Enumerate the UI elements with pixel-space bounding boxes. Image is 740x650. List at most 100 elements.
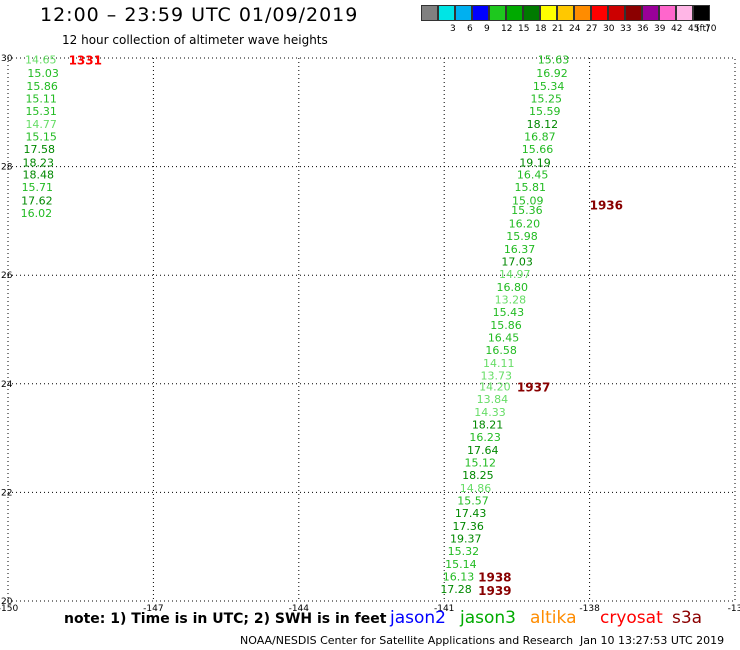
- wave-height-point: 15.34: [533, 80, 565, 93]
- credit-line: NOAA/NESDIS Center for Satellite Applica…: [240, 634, 574, 647]
- wave-height-point: 15.86: [26, 80, 58, 93]
- y-tick-label: 30: [1, 54, 13, 64]
- mission-jason2: jason2: [390, 608, 446, 628]
- wave-height-point: 15.11: [25, 93, 56, 106]
- wave-height-point: 13.84: [477, 393, 509, 406]
- color-swatch: [608, 5, 625, 21]
- color-swatch-label: 3: [450, 24, 456, 34]
- wave-height-point: 14.86: [460, 482, 492, 495]
- x-tick-label: -147: [143, 604, 163, 614]
- y-tick-label: 22: [1, 488, 12, 498]
- color-swatch: [659, 5, 676, 21]
- color-swatch-label: 15: [518, 24, 530, 34]
- wave-height-point: 15.86: [490, 319, 522, 332]
- color-swatch: [557, 5, 574, 21]
- wave-height-point: 15.03: [27, 67, 58, 80]
- color-swatch: [523, 5, 540, 21]
- plot-frame: [7, 57, 736, 602]
- wave-height-point: 16.02: [21, 207, 53, 220]
- color-swatch: [540, 5, 557, 21]
- wave-height-point: 16.45: [517, 169, 549, 182]
- chart-subtitle: 12 hour collection of altimeter wave hei…: [62, 33, 328, 47]
- wave-height-point: 16.13: [443, 571, 475, 584]
- y-tick-label: 26: [1, 271, 13, 281]
- wave-height-point: 15.14: [445, 558, 477, 571]
- pass-time-label: 1331: [69, 54, 102, 68]
- wave-height-point: 14.97: [499, 268, 531, 281]
- wave-height-point: 17.28: [440, 583, 472, 596]
- footnote: note: 1) Time is in UTC; 2) SWH is in fe…: [64, 611, 387, 627]
- mission-altika: altika: [530, 608, 577, 628]
- wave-height-point: 13.73: [481, 370, 513, 383]
- color-swatch-label: 33: [620, 24, 632, 34]
- wave-height-point: 15.25: [530, 93, 562, 106]
- wave-height-point: 16.80: [497, 281, 529, 294]
- generated-timestamp: Jan 10 13:27:53 UTC 2019: [580, 634, 725, 647]
- color-scale-unit: (ft): [696, 24, 710, 34]
- wave-height-point: 18.48: [23, 169, 55, 182]
- wave-height-point: 15.09: [512, 194, 544, 207]
- wave-height-point: 15.15: [25, 131, 56, 144]
- wave-height-point: 16.92: [536, 67, 568, 80]
- wave-height-point: 15.36: [511, 204, 542, 217]
- color-swatch-label: 39: [654, 24, 666, 34]
- x-tick-label: -13: [728, 604, 740, 614]
- color-swatch: [591, 5, 608, 21]
- wave-height-point: 17.36: [452, 520, 484, 533]
- wave-height-point: 16.58: [485, 344, 517, 357]
- color-swatch: [574, 5, 591, 21]
- wave-height-point: 18.25: [462, 469, 494, 482]
- wave-height-point: 16.37: [504, 243, 535, 256]
- wave-height-point: 15.98: [506, 230, 537, 243]
- mission-jason3: jason3: [460, 608, 516, 628]
- y-tick-label: 24: [1, 380, 13, 390]
- wave-height-point: 16.87: [524, 131, 556, 144]
- wave-height-point: 13.28: [495, 294, 527, 307]
- chart-title: 12:00 – 23:59 UTC 01/09/2019: [40, 4, 359, 26]
- wave-height-point: 17.03: [501, 256, 532, 269]
- wave-height-point: 19.37: [450, 533, 482, 546]
- color-swatch: [472, 5, 489, 21]
- wave-height-point: 14.33: [474, 406, 506, 419]
- mission-s3a: s3a: [672, 608, 703, 628]
- pass-time-label: 1936: [590, 199, 623, 213]
- x-tick-label: -141: [434, 604, 454, 614]
- color-swatch: [506, 5, 523, 21]
- x-tick-label: -144: [289, 604, 310, 614]
- wave-height-point: 14.11: [483, 357, 515, 370]
- pass-time-label: 1937: [517, 381, 550, 395]
- color-swatch: [676, 5, 693, 21]
- wave-height-point: 15.71: [22, 181, 54, 194]
- wave-height-point: 14.77: [25, 118, 56, 131]
- y-tick-label: 28: [1, 163, 13, 173]
- wave-height-point: 17.58: [24, 143, 55, 156]
- wave-height-point: 17.62: [21, 194, 52, 207]
- wave-height-point: 18.21: [472, 419, 504, 432]
- color-swatch-label: 42: [671, 24, 683, 34]
- wave-height-point: 16.23: [469, 431, 501, 444]
- wave-height-point: 15.32: [448, 545, 480, 558]
- color-swatch: [455, 5, 472, 21]
- pass-time-label: 1938: [478, 571, 511, 585]
- wave-height-point: 14.65: [25, 54, 57, 67]
- color-swatch: [438, 5, 455, 21]
- wave-height-point: 15.66: [522, 143, 554, 156]
- color-swatch: [642, 5, 659, 21]
- color-swatch-label: 24: [569, 24, 581, 34]
- x-tick-label: -138: [579, 604, 600, 614]
- wave-height-point: 18.23: [23, 156, 55, 169]
- color-swatch: [625, 5, 642, 21]
- wave-height-point: 17.64: [467, 444, 499, 457]
- wave-height-point: 15.81: [514, 181, 546, 194]
- wave-height-point: 14.20: [479, 381, 511, 394]
- color-swatch-label: 30: [603, 24, 615, 34]
- color-swatch-label: 12: [501, 24, 513, 34]
- x-tick-label: -150: [0, 604, 18, 614]
- wave-height-point: 15.57: [457, 495, 489, 508]
- color-swatch: [693, 5, 710, 21]
- wave-height-point: 15.63: [538, 54, 570, 67]
- wave-height-point: 15.31: [25, 105, 56, 118]
- wave-height-point: 15.59: [529, 105, 561, 118]
- y-tick-label: 20: [1, 597, 13, 607]
